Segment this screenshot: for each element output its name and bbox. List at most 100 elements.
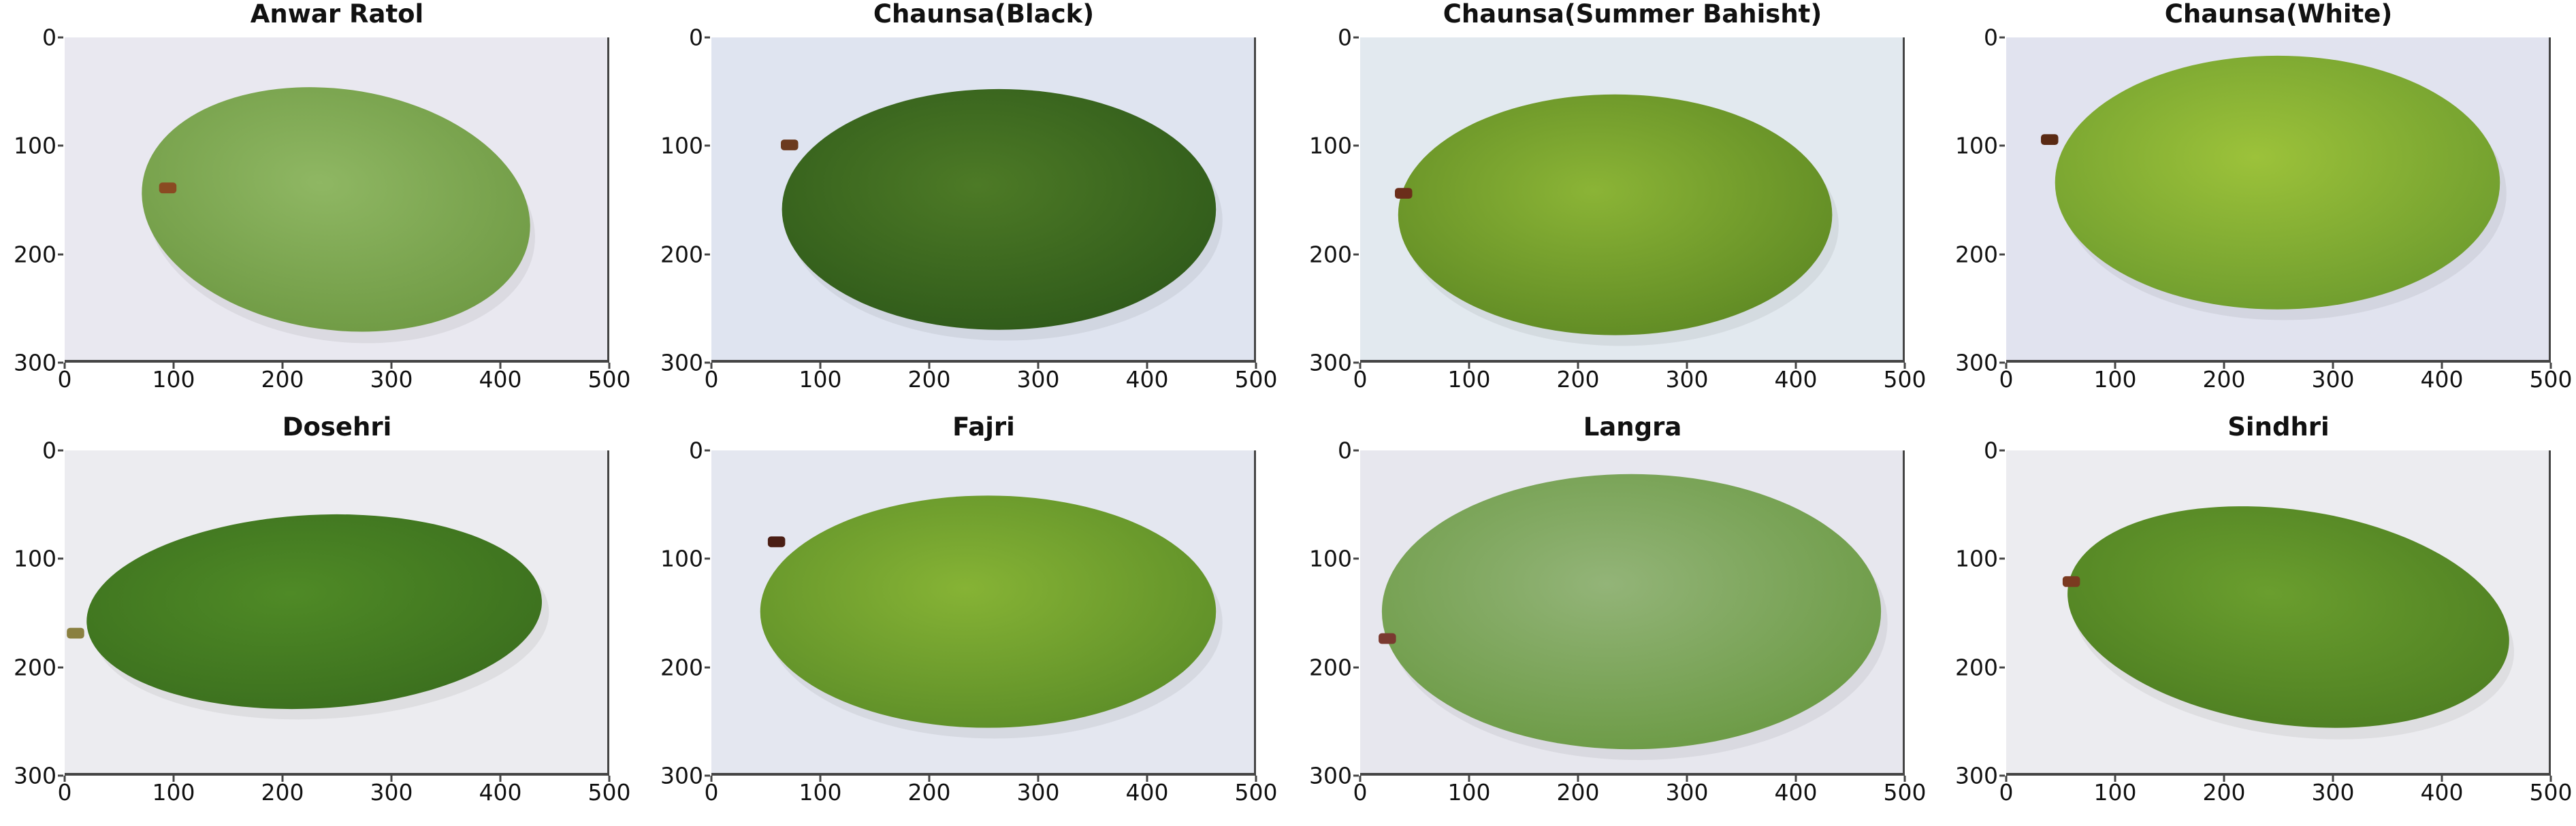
x-tick-mark <box>2114 776 2116 782</box>
y-tick-mark <box>1999 36 2005 39</box>
x-tick-mark <box>63 776 66 782</box>
subplot-panel: Sindhri 0 100 200 300 0 100 200 300 400 500 <box>1955 412 2573 804</box>
x-tick-mark <box>2005 776 2008 782</box>
x-tick-mark <box>172 363 175 369</box>
subplot-title: Fajri <box>952 412 1015 442</box>
x-tick-label: 200 <box>907 366 951 393</box>
x-tick-mark <box>499 776 502 782</box>
x-tick-mark <box>1146 363 1148 369</box>
x-tick-mark <box>2441 363 2443 369</box>
y-tick-mark <box>1353 361 1359 364</box>
subplot-panel: Langra 0 100 200 300 0 100 200 300 400 500 <box>1309 412 1927 804</box>
x-tick-label: 200 <box>2202 779 2246 806</box>
x-tick-label: 0 <box>1353 779 1368 806</box>
x-tick-label: 0 <box>1999 366 2014 393</box>
mango-image <box>65 37 609 363</box>
x-tick-label: 100 <box>1447 779 1491 806</box>
y-tick-mark <box>58 449 63 452</box>
y-tick-mark <box>705 666 710 669</box>
x-tick-mark <box>2441 776 2443 782</box>
x-tick-mark <box>63 363 66 369</box>
x-tick-label: 0 <box>704 366 719 393</box>
x-tick-label: 500 <box>587 779 631 806</box>
x-tick-mark <box>1468 363 1470 369</box>
x-tick-label: 0 <box>57 366 72 393</box>
y-tick-label: 200 <box>660 241 703 268</box>
y-tick-mark <box>58 557 63 560</box>
x-tick-label: 300 <box>2311 779 2355 806</box>
x-tick-label: 300 <box>1016 779 1060 806</box>
y-tick-mark <box>705 774 710 777</box>
y-tick-label: 200 <box>14 654 57 681</box>
y-tick-label: 300 <box>14 762 57 789</box>
y-tick-label: 100 <box>1309 545 1352 572</box>
x-tick-label: 200 <box>261 779 304 806</box>
mango-image <box>711 450 1256 776</box>
y-tick-label: 200 <box>1309 241 1352 268</box>
x-tick-label: 100 <box>1447 366 1491 393</box>
x-tick-mark <box>1255 363 1257 369</box>
subplot-panel: Chaunsa(Summer Bahisht) 0 100 200 300 0 100 200… <box>1309 0 1927 391</box>
subplot-title: Langra <box>1583 412 1682 442</box>
x-tick-label: 500 <box>1234 779 1278 806</box>
x-tick-mark <box>2332 363 2334 369</box>
y-tick-label: 200 <box>14 241 57 268</box>
x-tick-mark <box>1903 776 1906 782</box>
subplot-panel: Anwar Ratol 0 100 200 300 0 100 200 300 400 500 <box>14 0 631 391</box>
x-tick-mark <box>608 776 611 782</box>
x-tick-label: 0 <box>1353 366 1368 393</box>
x-tick-label: 300 <box>1665 779 1709 806</box>
x-tick-label: 400 <box>1774 366 1818 393</box>
y-tick-mark <box>705 253 710 256</box>
mango-photo <box>1360 37 1903 360</box>
y-tick-mark <box>1999 253 2005 256</box>
y-tick-label: 0 <box>1984 437 1998 464</box>
x-tick-mark <box>1037 776 1040 782</box>
y-tick-label: 200 <box>1955 654 1998 681</box>
x-tick-mark <box>1468 776 1470 782</box>
y-tick-mark <box>58 666 63 669</box>
x-tick-mark <box>819 776 822 782</box>
subplot-title: Sindhri <box>2227 412 2330 442</box>
y-tick-label: 0 <box>1338 24 1352 51</box>
mango-image <box>2006 37 2551 363</box>
x-tick-mark <box>499 363 502 369</box>
x-tick-mark <box>1794 776 1797 782</box>
x-tick-mark <box>1359 363 1362 369</box>
subplot-title: Chaunsa(Black) <box>873 0 1095 29</box>
y-tick-label: 0 <box>42 24 57 51</box>
y-tick-label: 100 <box>1955 132 1998 159</box>
x-tick-mark <box>2223 363 2225 369</box>
y-tick-mark <box>58 361 63 364</box>
x-tick-label: 100 <box>152 779 195 806</box>
x-tick-label: 300 <box>2311 366 2355 393</box>
mango-photo <box>65 37 607 360</box>
x-tick-mark <box>281 363 284 369</box>
y-tick-label: 300 <box>1955 349 1998 376</box>
x-tick-label: 300 <box>1665 366 1709 393</box>
x-tick-mark <box>1577 776 1579 782</box>
x-tick-mark <box>1037 363 1040 369</box>
x-tick-label: 0 <box>57 779 72 806</box>
x-tick-label: 0 <box>1999 779 2014 806</box>
y-tick-mark <box>705 361 710 364</box>
subplot-panel: Dosehri 0 100 200 300 0 100 200 300 400 500 <box>14 412 631 804</box>
x-tick-label: 400 <box>479 779 522 806</box>
x-tick-label: 200 <box>907 779 951 806</box>
y-tick-label: 300 <box>1309 762 1352 789</box>
y-tick-label: 300 <box>1955 762 1998 789</box>
x-tick-label: 100 <box>799 779 842 806</box>
mango-photo <box>2006 37 2549 360</box>
y-tick-label: 200 <box>1309 654 1352 681</box>
x-tick-label: 400 <box>2420 779 2464 806</box>
y-tick-label: 100 <box>14 132 57 159</box>
mango-photo <box>2006 450 2549 773</box>
subplot-title: Anwar Ratol <box>250 0 424 29</box>
x-tick-label: 500 <box>1883 366 1927 393</box>
y-tick-mark <box>1353 144 1359 147</box>
x-tick-label: 400 <box>1125 779 1169 806</box>
x-tick-label: 0 <box>704 779 719 806</box>
x-tick-mark <box>2223 776 2225 782</box>
x-tick-mark <box>928 363 931 369</box>
mango-image <box>711 37 1256 363</box>
